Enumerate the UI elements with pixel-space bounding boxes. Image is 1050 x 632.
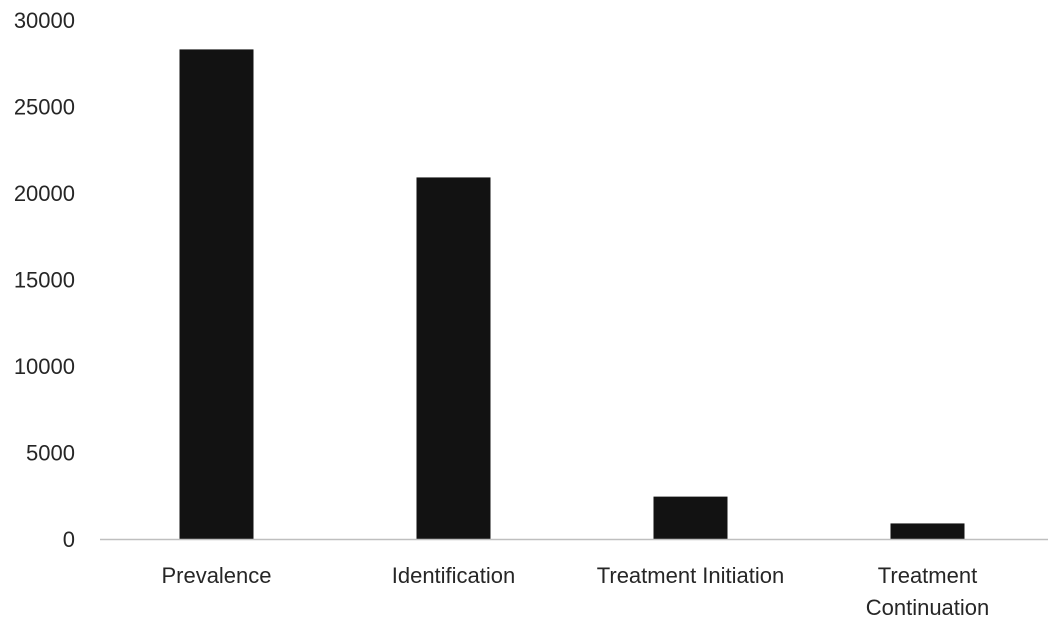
- x-category-label: Prevalence: [161, 563, 271, 588]
- x-axis-labels: Prevalence Identification Treatment Initia…: [161, 563, 989, 620]
- y-tick-label: 25000: [14, 95, 75, 120]
- y-tick-label: 0: [63, 527, 75, 552]
- y-axis-ticks: 0 5000 10000 15000 20000 25000 30000: [14, 8, 75, 552]
- x-category-label: Treatment Initiation: [597, 563, 785, 588]
- y-tick-label: 30000: [14, 8, 75, 33]
- bar: [416, 177, 491, 539]
- y-tick-label: 20000: [14, 181, 75, 206]
- y-tick-label: 10000: [14, 354, 75, 379]
- x-category-label: Continuation: [866, 595, 990, 620]
- bars: [179, 49, 965, 539]
- bar: [179, 49, 254, 539]
- bar: [653, 496, 728, 539]
- y-tick-label: 15000: [14, 268, 75, 293]
- x-category-label: Identification: [392, 563, 516, 588]
- x-category-label: Treatment: [878, 563, 977, 588]
- y-tick-label: 5000: [26, 441, 75, 466]
- bar: [890, 523, 965, 539]
